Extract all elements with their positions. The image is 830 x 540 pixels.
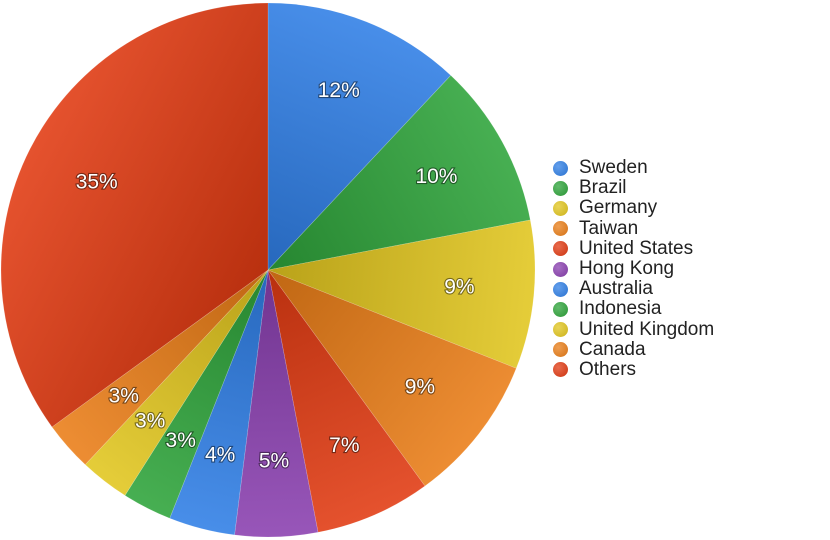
legend-item-sweden: Sweden — [553, 158, 714, 178]
legend-swatch — [553, 261, 568, 277]
slice-australia — [169, 269, 269, 536]
slice-label-germany: 9% — [444, 276, 474, 299]
legend-item-germany: Germany — [553, 198, 714, 218]
legend-item-united-states: United States — [553, 237, 714, 259]
legend-item-taiwan: Taiwan — [553, 217, 714, 239]
legend-item-others: Others — [553, 358, 714, 380]
slice-taiwan — [267, 269, 517, 487]
legend-swatch — [553, 160, 568, 176]
legend-label: Indonesia — [579, 298, 662, 320]
legend-label: United Kingdom — [579, 318, 715, 340]
legend-label: United States — [579, 237, 694, 259]
slice-indonesia — [124, 269, 269, 519]
legend-swatch — [553, 342, 568, 358]
legend-swatch — [553, 241, 568, 257]
legend-label: Canada — [579, 338, 646, 360]
legend: Sweden Brazil Germany Taiwan United States Ho… — [553, 158, 714, 380]
legend-label: Hong Kong — [579, 258, 675, 280]
legend-item-canada: Canada — [553, 338, 714, 360]
legend-item-indonesia: Indonesia — [553, 299, 714, 319]
slice-sweden — [267, 2, 452, 271]
legend-label: Sweden — [579, 157, 648, 179]
slice-brazil — [267, 74, 531, 271]
slice-label-others: 35% — [76, 170, 118, 193]
slice-united-kingdom — [84, 269, 269, 496]
slice-others — [0, 2, 269, 428]
pie-chart: 12%10%9%9%7%5%4%3%3%3%35% — [0, 2, 536, 538]
legend-item-hong-kong: Hong Kong — [553, 259, 714, 279]
legend-swatch — [553, 200, 568, 216]
slice-canada — [51, 269, 269, 466]
legend-label: Taiwan — [579, 217, 639, 239]
legend-label: Others — [579, 358, 637, 380]
slice-label-indonesia: 3% — [166, 429, 196, 452]
slice-label-taiwan: 9% — [405, 375, 435, 398]
legend-swatch — [553, 301, 568, 317]
pie-slices — [0, 2, 536, 538]
legend-swatch — [553, 281, 568, 297]
legend-swatch — [553, 362, 568, 378]
legend-item-brazil: Brazil — [553, 178, 714, 198]
slice-label-canada: 3% — [109, 385, 139, 408]
slice-label-united-states: 7% — [329, 434, 359, 457]
slice-label-australia: 4% — [205, 444, 235, 467]
legend-label: Brazil — [579, 177, 627, 199]
slice-united-states — [267, 269, 426, 533]
slice-label-hong-kong: 5% — [259, 450, 289, 473]
legend-item-australia: Australia — [553, 279, 714, 299]
pie-labels: 12%10%9%9%7%5%4%3%3%3%35% — [75, 78, 476, 474]
slice-label-sweden: 12% — [318, 79, 360, 102]
legend-item-united-kingdom: United Kingdom — [553, 318, 715, 340]
legend-swatch — [553, 180, 568, 196]
legend-label: Australia — [579, 278, 653, 300]
slice-label-united-kingdom: 3% — [135, 409, 165, 432]
slice-label-brazil: 10% — [415, 165, 457, 188]
slice-germany — [266, 219, 536, 369]
legend-swatch — [553, 221, 568, 237]
legend-label: Germany — [579, 197, 658, 219]
slice-hong-kong — [234, 269, 319, 538]
legend-swatch — [553, 322, 568, 338]
